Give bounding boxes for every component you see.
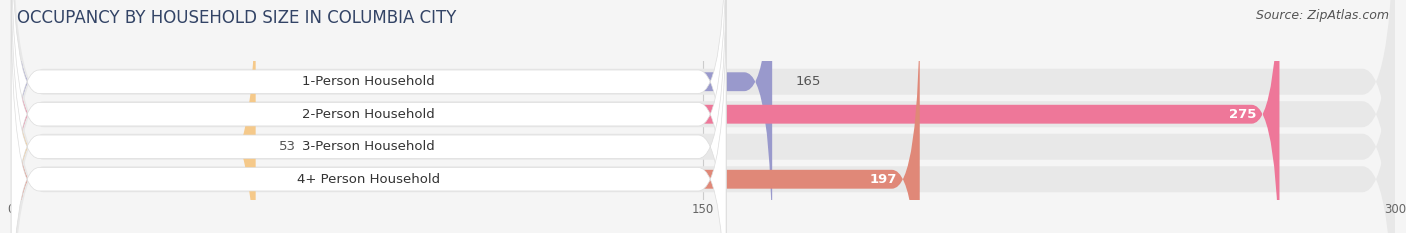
Text: 4+ Person Household: 4+ Person Household (297, 173, 440, 186)
Text: 3-Person Household: 3-Person Household (302, 140, 434, 153)
FancyBboxPatch shape (11, 0, 1395, 233)
FancyBboxPatch shape (11, 0, 1395, 233)
Text: 197: 197 (869, 173, 897, 186)
FancyBboxPatch shape (11, 0, 1395, 233)
Text: 2-Person Household: 2-Person Household (302, 108, 434, 121)
Text: 275: 275 (1229, 108, 1257, 121)
FancyBboxPatch shape (11, 0, 256, 233)
FancyBboxPatch shape (11, 0, 1395, 233)
FancyBboxPatch shape (11, 0, 772, 233)
FancyBboxPatch shape (11, 0, 725, 233)
Text: 165: 165 (796, 75, 821, 88)
FancyBboxPatch shape (11, 0, 725, 233)
Text: 1-Person Household: 1-Person Household (302, 75, 434, 88)
Text: OCCUPANCY BY HOUSEHOLD SIZE IN COLUMBIA CITY: OCCUPANCY BY HOUSEHOLD SIZE IN COLUMBIA … (17, 9, 456, 27)
Text: Source: ZipAtlas.com: Source: ZipAtlas.com (1256, 9, 1389, 22)
FancyBboxPatch shape (11, 0, 920, 233)
FancyBboxPatch shape (11, 0, 1279, 233)
FancyBboxPatch shape (11, 0, 725, 233)
FancyBboxPatch shape (11, 0, 725, 233)
Text: 53: 53 (278, 140, 295, 153)
